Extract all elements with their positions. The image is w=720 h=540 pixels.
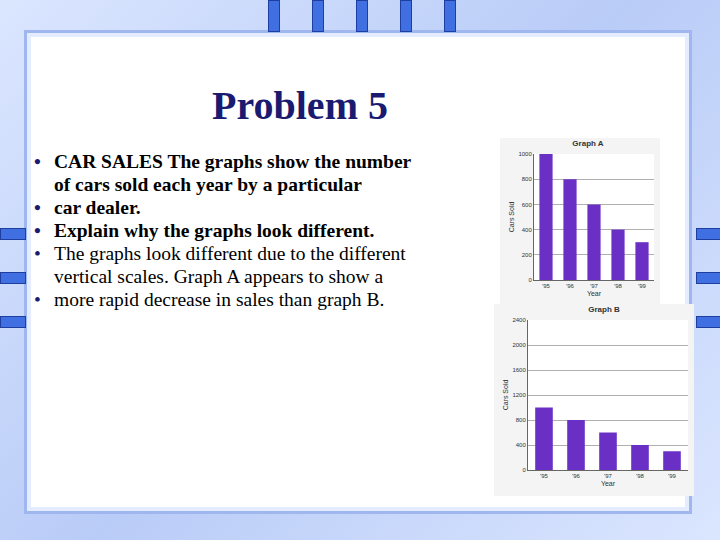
- svg-text:400: 400: [522, 227, 533, 233]
- svg-text:800: 800: [516, 417, 527, 423]
- svg-text:'98: '98: [636, 473, 644, 479]
- svg-text:2000: 2000: [512, 342, 526, 348]
- html-text:car dealer.: car dealer.: [54, 197, 141, 218]
- svg-text:1000: 1000: [518, 151, 532, 157]
- svg-text:0: 0: [522, 467, 526, 473]
- svg-text:'99: '99: [668, 473, 676, 479]
- svg-text:Year: Year: [587, 290, 602, 297]
- svg-text:1200: 1200: [512, 392, 526, 398]
- svg-text:'96: '96: [566, 283, 574, 289]
- svg-text:'97: '97: [604, 473, 612, 479]
- svg-text:Year: Year: [601, 480, 616, 487]
- svg-text:400: 400: [516, 442, 527, 448]
- html-text:Explain why the graphs look di: Explain why the graphs look different.: [54, 220, 375, 241]
- svg-text:'95: '95: [542, 283, 550, 289]
- svg-text:200: 200: [522, 252, 533, 258]
- html-text:CAR SALES The graphs show the: CAR SALES The graphs show the number of …: [54, 151, 411, 195]
- svg-text:'97: '97: [590, 283, 598, 289]
- html-text:more rapid decrease in sales t: more rapid decrease in sales than graph …: [54, 289, 385, 310]
- svg-text:'98: '98: [614, 283, 622, 289]
- svg-text:'99: '99: [638, 283, 646, 289]
- html-text:The graphs look different due: The graphs look different due to the dif…: [54, 243, 406, 287]
- svg-text:'95: '95: [540, 473, 548, 479]
- svg-text:1600: 1600: [512, 367, 526, 373]
- svg-text:Graph B: Graph B: [588, 305, 620, 314]
- svg-text:2400: 2400: [512, 317, 526, 323]
- svg-text:'96: '96: [572, 473, 580, 479]
- svg-text:Graph A: Graph A: [572, 139, 603, 148]
- html-text:Problem 5: Problem 5: [212, 83, 388, 128]
- svg-text:0: 0: [528, 277, 532, 283]
- svg-text:600: 600: [522, 202, 533, 208]
- svg-text:800: 800: [522, 176, 533, 182]
- svg-text:Cars Sold: Cars Sold: [502, 380, 509, 411]
- svg-text:Cars Sold: Cars Sold: [508, 202, 515, 233]
